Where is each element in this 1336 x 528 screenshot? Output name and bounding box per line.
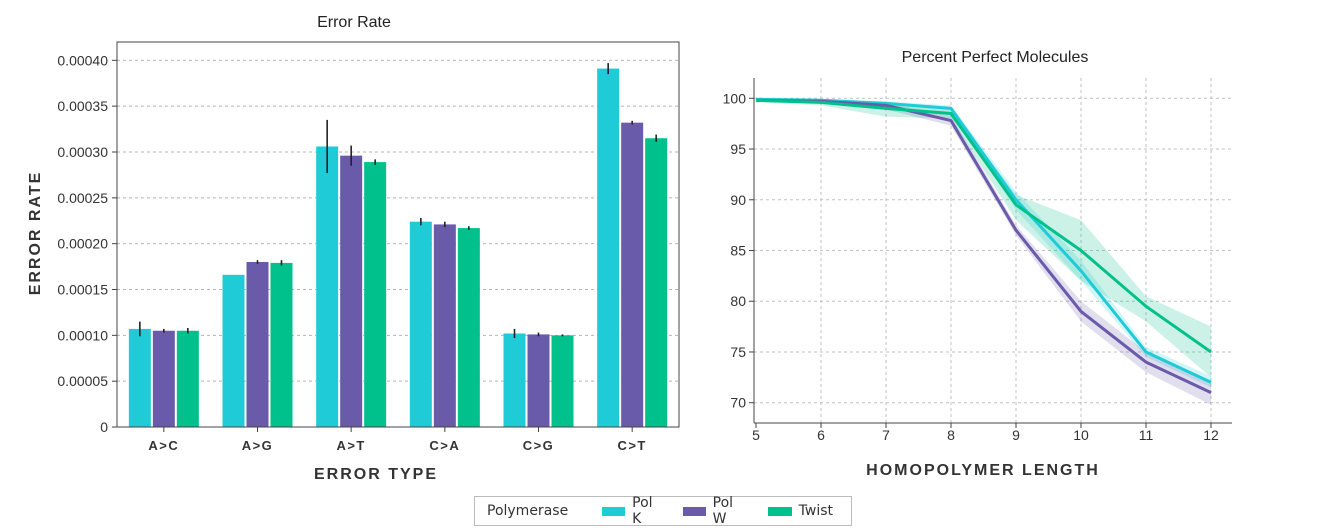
- legend-swatch-twist: [767, 506, 792, 516]
- bar: [222, 274, 245, 427]
- bar-chart-bars: [128, 63, 668, 428]
- bar-y-tick-label: 0.00030: [57, 144, 108, 160]
- line-y-tick-label: 85: [730, 243, 746, 259]
- bar-y-tick-label: 0: [100, 419, 108, 435]
- legend-item-pol-w: Pol W: [682, 495, 750, 527]
- legend-item-pol-k: Pol K: [602, 495, 664, 527]
- bar-chart-frame: [116, 41, 680, 428]
- bar: [597, 68, 620, 427]
- bar: [457, 228, 480, 427]
- bar: [621, 122, 644, 428]
- bar-x-tick-label: A>G: [242, 438, 274, 453]
- line-chart-gridlines: [754, 78, 1232, 423]
- bar-y-tick-label: 0.00035: [57, 98, 108, 114]
- line-x-tick-label: 5: [752, 427, 760, 443]
- bar-x-tick-label: C>G: [523, 438, 555, 453]
- bar-chart-title: Error Rate: [317, 14, 391, 31]
- bar-chart-x-axis-label: ERROR TYPE: [314, 466, 438, 483]
- bar-chart-y-ticks: 0 0.00005 0.00010 0.00015 0.00020 0.00025 0.00…: [57, 52, 117, 435]
- line-chart-series: [755, 97, 1212, 394]
- bar: [645, 138, 668, 427]
- legend-swatch-pol-k: [602, 506, 626, 516]
- legend-label-pol-k: Pol K: [632, 495, 653, 527]
- legend-title: Polymerase: [487, 503, 569, 519]
- line-y-tick-label: 100: [723, 90, 747, 106]
- bar-y-tick-label: 0.00010: [57, 327, 108, 343]
- bar-y-tick-label: 0.00025: [57, 190, 108, 206]
- confidence-band: [756, 99, 1211, 378]
- confidence-band: [756, 98, 1211, 388]
- bar: [527, 334, 550, 427]
- bar: [246, 262, 269, 427]
- bar: [270, 262, 293, 427]
- line-y-tick-label: 80: [730, 293, 746, 309]
- line-x-tick-label: 7: [882, 427, 890, 443]
- legend-label-twist: Twist: [798, 503, 833, 519]
- line-y-tick-label: 75: [730, 344, 746, 360]
- bar-x-tick-label: C>T: [617, 438, 646, 453]
- series-line: [755, 98, 1212, 354]
- bar-chart-x-ticks: A>C A>G A>T C>A C>G C>T: [148, 427, 646, 453]
- line-y-tick-label: 95: [730, 141, 746, 157]
- bar-y-tick-label: 0.00040: [57, 52, 108, 68]
- line-x-tick-label: 6: [817, 427, 825, 443]
- percent-perfect-chart: Percent Perfect Molecules HOMOPOLYMER LE…: [723, 49, 1232, 479]
- bar: [316, 146, 339, 427]
- bar-chart-y-axis-label: ERROR RATE: [27, 171, 44, 296]
- chart-legend: Polymerase Pol K Pol W Twist: [474, 495, 852, 527]
- bar: [364, 162, 387, 428]
- bar: [503, 333, 526, 427]
- line-chart-title: Percent Perfect Molecules: [902, 49, 1089, 66]
- bar-y-tick-label: 0.00015: [57, 282, 108, 298]
- line-x-tick-label: 8: [947, 427, 955, 443]
- bar-x-tick-label: C>A: [429, 438, 460, 453]
- bar-y-tick-label: 0.00020: [57, 236, 108, 252]
- bar-y-tick-label: 0.00005: [57, 373, 108, 389]
- legend-label-pol-w: Pol W: [712, 495, 734, 527]
- bar: [152, 330, 175, 427]
- line-y-tick-label: 90: [730, 192, 746, 208]
- bar: [176, 330, 199, 427]
- line-x-tick-label: 11: [1139, 427, 1154, 443]
- line-chart-x-ticks: 5 6 7 8 9 10 11 12: [752, 423, 1219, 443]
- bar: [433, 224, 456, 427]
- line-y-tick-label: 70: [730, 395, 746, 411]
- confidence-band: [756, 99, 1211, 405]
- bar: [128, 328, 151, 427]
- line-chart-x-axis-label: HOMOPOLYMER LENGTH: [866, 462, 1100, 479]
- line-x-tick-label: 10: [1073, 427, 1089, 443]
- legend-item-twist: Twist: [767, 503, 833, 519]
- bar: [340, 155, 363, 427]
- error-rate-chart: Error Rate ERROR RATE ERROR TYPE 0 0.0000…: [27, 14, 680, 483]
- bar-chart-gridlines: [117, 59, 679, 382]
- line-x-tick-label: 9: [1012, 427, 1020, 443]
- bar-x-tick-label: A>T: [336, 438, 365, 453]
- bar: [409, 221, 432, 427]
- line-chart-y-ticks: 70 75 80 85 90 95 100: [723, 90, 754, 411]
- series-line: [755, 97, 1212, 384]
- bar-x-tick-label: A>C: [148, 438, 179, 453]
- bar: [551, 335, 574, 427]
- legend-swatch-pol-w: [682, 506, 706, 516]
- line-x-tick-label: 12: [1203, 427, 1219, 443]
